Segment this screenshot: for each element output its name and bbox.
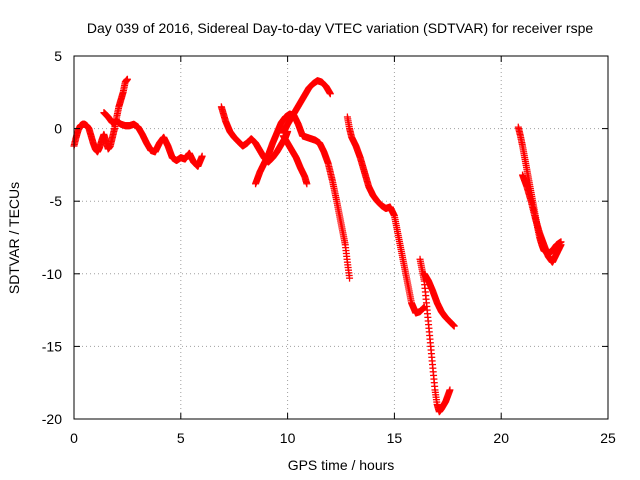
chart-title: Day 039 of 2016, Sidereal Day-to-day VTE… [87, 20, 593, 36]
x-tick-label: 15 [387, 430, 403, 446]
x-tick-label: 20 [493, 430, 509, 446]
x-tick-label: 10 [280, 430, 296, 446]
plot-border [73, 55, 609, 420]
series-arc-5 [252, 110, 354, 282]
data-point [198, 152, 206, 160]
data-point [303, 180, 311, 188]
y-tick-label: -10 [42, 266, 62, 282]
series-arc-8 [343, 113, 428, 317]
data-point [346, 274, 354, 282]
series-arc-12 [519, 171, 565, 266]
series-arc-1 [70, 120, 119, 156]
series-arc-10 [420, 270, 458, 330]
x-tick-label: 25 [600, 430, 616, 446]
grid-lines [74, 56, 608, 419]
series-arc-4 [217, 103, 292, 166]
x-axis-label: GPS time / hours [288, 457, 395, 473]
y-tick-label: 0 [54, 121, 62, 137]
y-axis-label: SDTVAR / TECUs [6, 182, 22, 294]
series-arc-6 [279, 77, 334, 137]
data-point [123, 75, 131, 83]
data-point [557, 241, 565, 249]
y-tick-label: -5 [50, 193, 63, 209]
x-tick-label: 5 [177, 430, 185, 446]
data-point [450, 322, 458, 330]
series-arc-3 [111, 75, 131, 133]
data-points [70, 75, 565, 416]
series-arc-7 [279, 132, 311, 188]
axis-ticks: 0 5 10 15 20 25 5 0 -5 -10 -15 -20 [42, 48, 616, 446]
y-tick-label: -15 [42, 338, 62, 354]
y-tick-label: 5 [54, 48, 62, 64]
x-tick-label: 0 [70, 430, 78, 446]
data-point [446, 386, 454, 394]
series-arc-9 [416, 255, 454, 416]
y-tick-label: -20 [42, 411, 62, 427]
data-point [326, 90, 334, 98]
